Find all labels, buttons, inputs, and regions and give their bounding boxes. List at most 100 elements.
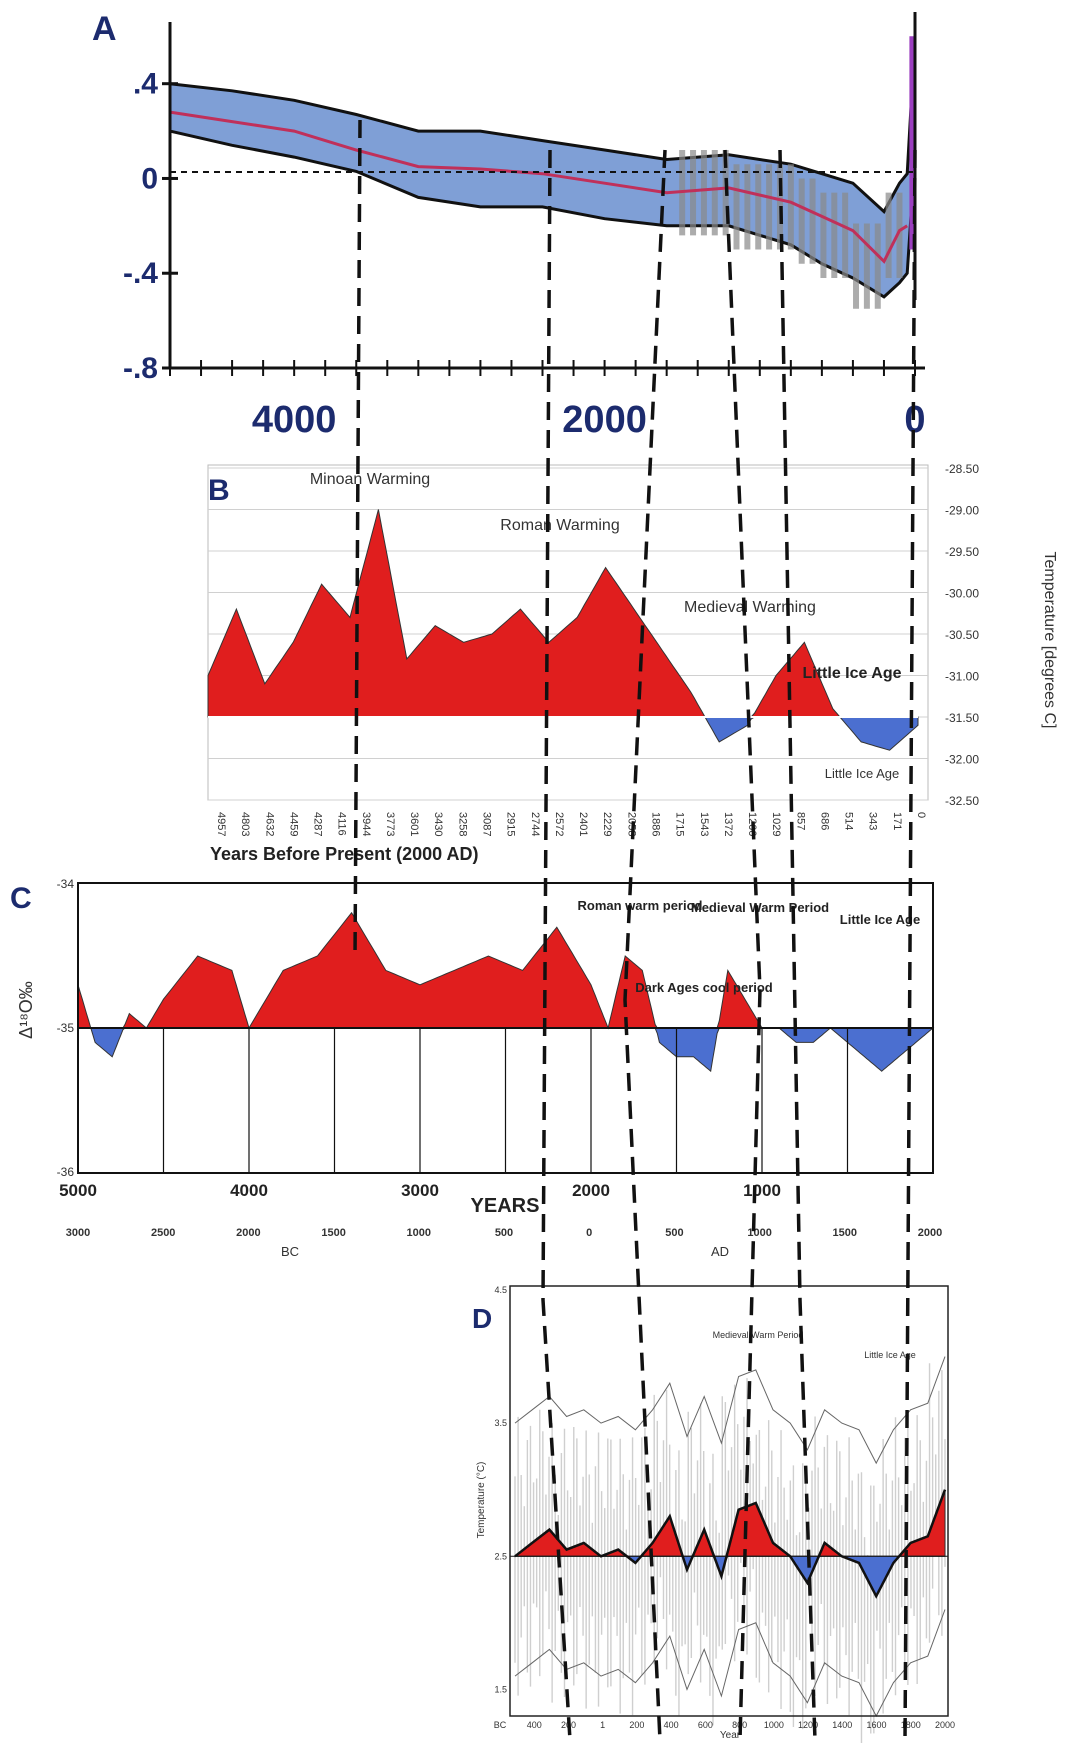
b-xtick-label: 2915 — [505, 812, 517, 836]
c-secondary-label: 2500 — [151, 1227, 175, 1239]
annot-c-little-ice-age: Little Ice Age — [840, 912, 920, 927]
b-ytick-label: -29.50 — [945, 545, 979, 559]
d-upper-envelope — [514, 1356, 946, 1465]
c-secondary-label: 1000 — [747, 1227, 771, 1239]
b-xtick-label: 1543 — [698, 812, 710, 836]
c-secondary-label: 3000 — [66, 1227, 90, 1239]
panel-c-secondary-ticks: 3000 2500 2000 1500 1000 500 0 500 1000 1500 2000 — [66, 1227, 942, 1239]
b-xtick-label: 3087 — [481, 812, 493, 836]
c-xtick-label: 2000 — [572, 1181, 610, 1200]
panel-a-proxy-whiskers — [679, 150, 903, 309]
panel-d-y-label: Temperature (°C) — [476, 1462, 487, 1539]
d-xtick-label: BC — [494, 1720, 507, 1730]
a-xtick-label: 4000 — [252, 399, 337, 441]
d-ytick-label: 1.5 — [494, 1684, 507, 1694]
annot-d-little-ice-age: Little Ice Age — [864, 1350, 916, 1360]
c-secondary-label: 500 — [495, 1227, 513, 1239]
panel-b-x-label: Years Before Present (2000 AD) — [210, 844, 478, 864]
c-secondary-label: 2000 — [918, 1227, 942, 1239]
annot-roman-warming: Roman Warming — [500, 517, 619, 534]
c-secondary-label: 500 — [665, 1227, 683, 1239]
d-xtick-label: 1200 — [798, 1720, 818, 1730]
annot-little-ice-age-small: Little Ice Age — [825, 766, 899, 781]
b-xtick-label: 857 — [794, 812, 806, 830]
d-mean-line — [514, 1489, 947, 1599]
b-xtick-label: 1372 — [722, 812, 734, 836]
b-xtick-label: 4803 — [239, 812, 251, 836]
panel-d-frame — [509, 1285, 949, 1717]
a-ytick-label: -.8 — [123, 352, 158, 385]
b-xtick-label: 171 — [891, 812, 903, 830]
b-ytick-label: -31.50 — [945, 711, 979, 725]
b-xtick-label: 1886 — [649, 812, 661, 836]
c-ytick-label: -35 — [57, 1021, 75, 1035]
b-xtick-label: 2744 — [529, 812, 541, 836]
c-secondary-label: 2000 — [236, 1227, 260, 1239]
d-xtick-label: 1400 — [832, 1720, 852, 1730]
panel-a: A .4 0 -.4 -.8 4000 2000 0 — [92, 10, 926, 441]
a-ytick-label: 0 — [141, 162, 158, 195]
d-ytick-label: 3.5 — [494, 1418, 507, 1428]
connector-dashed-line — [623, 149, 667, 1741]
b-warm-area — [207, 509, 918, 718]
c-secondary-label: 1500 — [833, 1227, 857, 1239]
correlation-connector-lines — [353, 119, 917, 1741]
c-ytick-label: -34 — [57, 877, 75, 891]
b-xtick-label: 343 — [867, 812, 879, 830]
b-xtick-label: 4459 — [287, 812, 299, 836]
d-ytick-label: 4.5 — [494, 1285, 507, 1295]
a-xtick-label: 2000 — [562, 399, 647, 441]
panel-d: D 4.53.52.51.5 BC 400 200 1 200 400 600 800 1000… — [472, 1285, 955, 1743]
b-ytick-label: -30.50 — [945, 628, 979, 642]
b-xtick-label: 4632 — [263, 812, 275, 836]
annot-medieval-warm-period: Medieval Warm Period — [691, 900, 829, 915]
panel-d-content — [510, 1356, 948, 1743]
annot-dark-ages: Dark Ages cool period — [635, 980, 773, 995]
panel-a-mean-line — [169, 36, 915, 264]
era-bc: BC — [281, 1244, 299, 1259]
c-warm-area — [77, 911, 933, 1030]
d-xtick-label: 1 — [600, 1720, 605, 1730]
annot-d-medieval: Medieval Warm Period — [713, 1330, 804, 1340]
b-xtick-label: 3773 — [384, 812, 396, 836]
panel-b: B -28.50 -29.00 -29.50 -30.00 -30.50 -31.00 -3… — [207, 462, 1058, 864]
panel-b-y-label: Temperature [degrees C] — [1041, 552, 1058, 729]
b-xtick-label: 3258 — [456, 812, 468, 836]
panel-b-area — [207, 509, 919, 751]
panel-b-y-ticks: -28.50 -29.00 -29.50 -30.00 -30.50 -31.00 -31.… — [945, 462, 979, 808]
b-xtick-label: 2572 — [553, 812, 565, 836]
panel-a-letter: A — [92, 10, 117, 48]
d-lower-envelope — [514, 1609, 946, 1718]
b-xtick-label: 4287 — [312, 812, 324, 836]
d-xtick-label: 1800 — [901, 1720, 921, 1730]
c-ytick-label: -36 — [57, 1165, 75, 1179]
panel-a-y-ticks: .4 0 -.4 -.8 — [123, 68, 178, 385]
c-secondary-label: 1000 — [407, 1227, 431, 1239]
connector-dashed-line — [723, 149, 762, 1741]
a-ytick-label: -.4 — [123, 257, 158, 290]
b-xtick-label: 2229 — [601, 812, 613, 836]
c-xtick-label: 4000 — [230, 1181, 268, 1200]
b-xtick-label: 3601 — [408, 812, 420, 836]
b-ytick-label: -30.00 — [945, 587, 979, 601]
b-ytick-label: -28.50 — [945, 462, 979, 476]
connector-dashed-line — [778, 149, 817, 1741]
b-xtick-label: 4116 — [336, 812, 348, 836]
b-cool-area — [208, 716, 919, 751]
c-secondary-label: 0 — [586, 1227, 592, 1239]
panel-d-x-ticks: BC 400 200 1 200 400 600 800 1000 1200 1400 1600 180… — [494, 1720, 955, 1730]
annot-roman-warm-period: Roman warm period — [578, 898, 703, 913]
mean-polyline — [169, 110, 908, 264]
b-xtick-label: 0 — [915, 812, 927, 818]
b-xtick-label: 2401 — [577, 812, 589, 836]
b-xtick-label: 3944 — [360, 812, 372, 836]
panel-d-y-ticks: 4.5 3.5 2.5 1.5 — [494, 1285, 507, 1694]
d-xtick-label: 400 — [527, 1720, 542, 1730]
b-xtick-label: 1029 — [770, 812, 782, 836]
b-xtick-label: 686 — [818, 812, 830, 830]
d-xtick-label: 2000 — [935, 1720, 955, 1730]
connector-dashed-line — [541, 149, 572, 1741]
panel-c-y-ticks: -34 -35 -36 — [57, 877, 75, 1179]
b-ytick-label: -29.00 — [945, 504, 979, 518]
